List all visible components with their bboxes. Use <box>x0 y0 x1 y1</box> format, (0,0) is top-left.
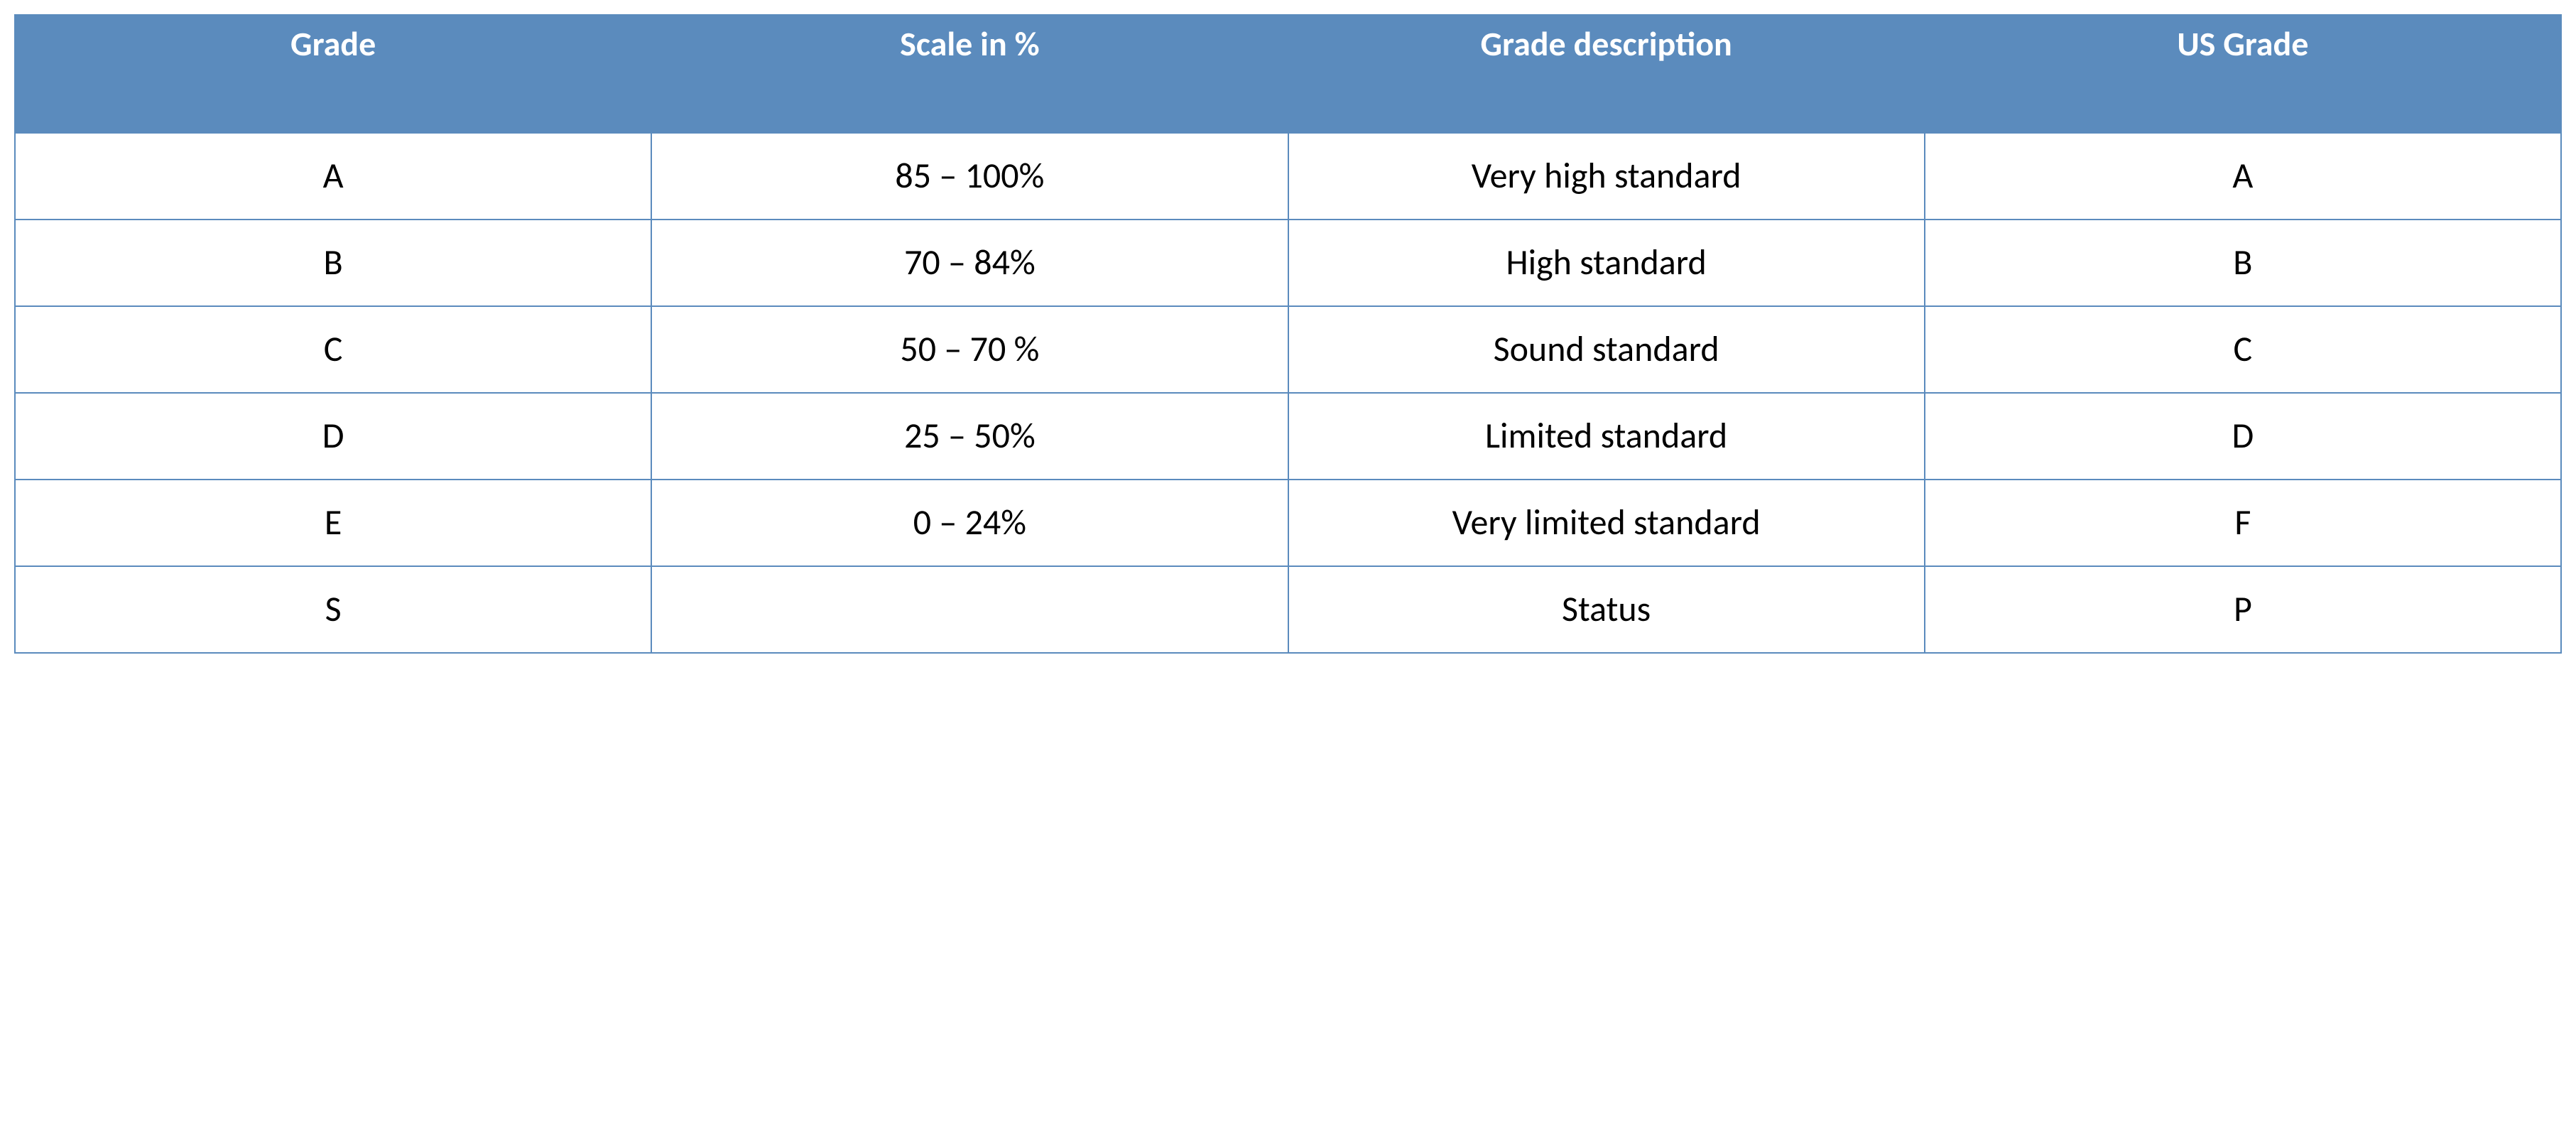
cell-us-grade: P <box>1925 566 2561 653</box>
cell-grade: C <box>15 306 651 393</box>
table-row: E 0 – 24% Very limited standard F <box>15 480 2561 566</box>
cell-scale: 50 – 70 % <box>651 306 1288 393</box>
table-row: C 50 – 70 % Sound standard C <box>15 306 2561 393</box>
header-us-grade: US Grade <box>1925 15 2561 133</box>
cell-scale: 70 – 84% <box>651 220 1288 306</box>
table-row: B 70 – 84% High standard B <box>15 220 2561 306</box>
cell-scale: 0 – 24% <box>651 480 1288 566</box>
cell-grade: A <box>15 133 651 220</box>
table-header: Grade Scale in % Grade description US Gr… <box>15 15 2561 133</box>
table-body: A 85 – 100% Very high standard A B 70 – … <box>15 133 2561 653</box>
header-grade: Grade <box>15 15 651 133</box>
cell-description: High standard <box>1288 220 1925 306</box>
cell-description: Very high standard <box>1288 133 1925 220</box>
cell-scale: 85 – 100% <box>651 133 1288 220</box>
header-description: Grade description <box>1288 15 1925 133</box>
cell-description: Sound standard <box>1288 306 1925 393</box>
cell-description: Very limited standard <box>1288 480 1925 566</box>
table-row: S Status P <box>15 566 2561 653</box>
cell-description: Limited standard <box>1288 393 1925 480</box>
cell-us-grade: F <box>1925 480 2561 566</box>
table-row: D 25 – 50% Limited standard D <box>15 393 2561 480</box>
cell-grade: S <box>15 566 651 653</box>
cell-us-grade: A <box>1925 133 2561 220</box>
cell-scale: 25 – 50% <box>651 393 1288 480</box>
cell-grade: E <box>15 480 651 566</box>
table-row: A 85 – 100% Very high standard A <box>15 133 2561 220</box>
cell-us-grade: B <box>1925 220 2561 306</box>
grade-table: Grade Scale in % Grade description US Gr… <box>14 14 2562 654</box>
cell-us-grade: C <box>1925 306 2561 393</box>
cell-description: Status <box>1288 566 1925 653</box>
header-scale: Scale in % <box>651 15 1288 133</box>
cell-grade: B <box>15 220 651 306</box>
cell-grade: D <box>15 393 651 480</box>
cell-us-grade: D <box>1925 393 2561 480</box>
cell-scale <box>651 566 1288 653</box>
table-header-row: Grade Scale in % Grade description US Gr… <box>15 15 2561 133</box>
